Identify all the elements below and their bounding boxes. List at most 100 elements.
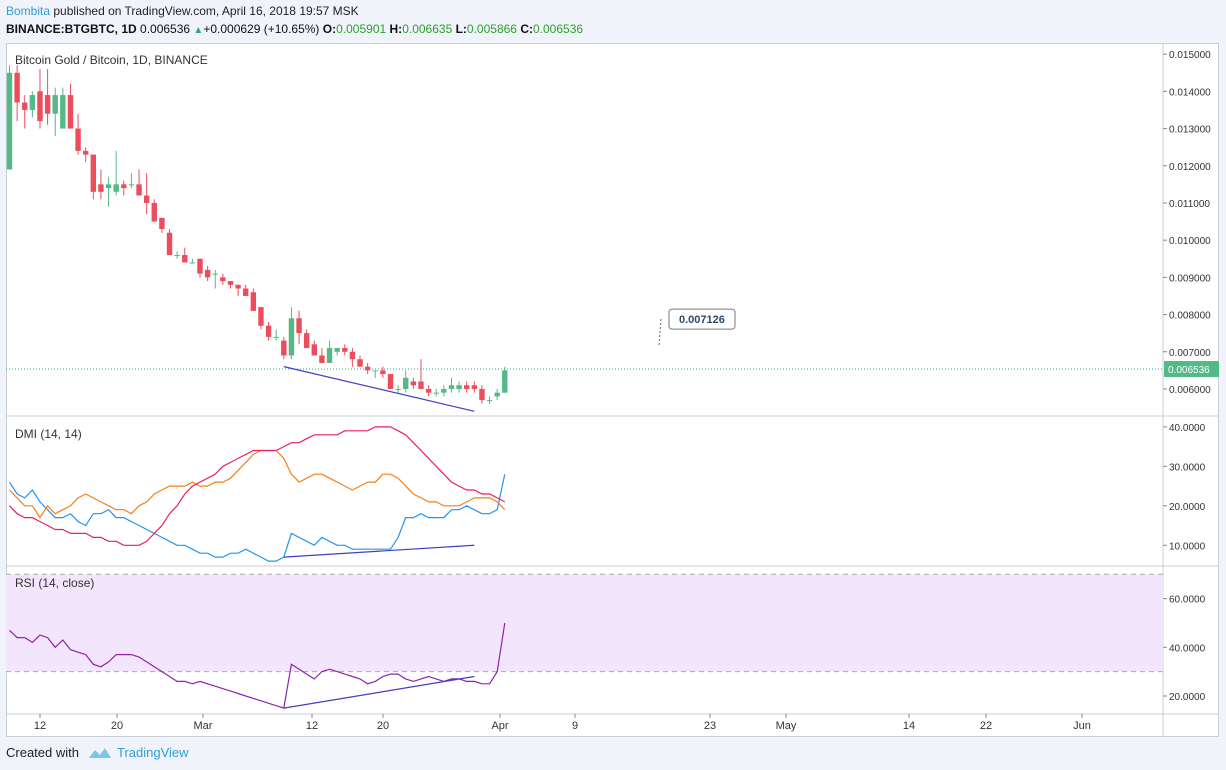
candle-body xyxy=(22,102,28,110)
price-trendline xyxy=(283,366,475,412)
candle-body xyxy=(113,184,119,192)
candle-body xyxy=(464,385,470,389)
dmi-trendline xyxy=(283,544,475,558)
candle-body xyxy=(418,381,424,389)
high-label: H: xyxy=(389,22,403,36)
candle-body xyxy=(136,184,142,196)
candle-body xyxy=(98,184,104,192)
x-tick-label: 12 xyxy=(34,720,46,732)
candle-body xyxy=(227,281,234,285)
candle-body xyxy=(204,269,211,278)
candle-body xyxy=(395,388,401,390)
candle-body xyxy=(273,336,279,338)
dmi-pane: DMI (14, 14) 40.0000 30.0000 20.0000 10.0000 xyxy=(8,423,1206,562)
pane-title: RSI (14, close) xyxy=(15,576,94,590)
candle-body xyxy=(212,273,218,275)
chart-canvas[interactable]: Bitcoin Gold / Bitcoin, 1D, BINANCE 0.015… xyxy=(6,43,1219,737)
candle-body xyxy=(29,95,36,110)
candle-body xyxy=(296,318,302,334)
x-tick-label: 22 xyxy=(980,720,992,732)
y-tick-label: 0.007000 xyxy=(1169,348,1211,359)
open-label: O: xyxy=(322,22,337,36)
candle-body xyxy=(380,370,386,375)
dmi-series-adx xyxy=(9,426,506,546)
close-value: 0.006536 xyxy=(533,22,584,36)
candle-body xyxy=(37,91,43,122)
dmi-series-di xyxy=(9,449,506,519)
candle-body xyxy=(410,381,417,386)
candle-body xyxy=(166,232,173,256)
y-tick-label: 0.009000 xyxy=(1169,273,1211,284)
candle-body xyxy=(364,366,371,371)
candle-body xyxy=(197,258,203,274)
x-tick-label: Jun xyxy=(1073,720,1091,732)
pane-title: Bitcoin Gold / Bitcoin, 1D, BINANCE xyxy=(15,53,208,67)
candle-body xyxy=(433,392,439,394)
low-value: 0.005866 xyxy=(466,22,517,36)
candle-body xyxy=(67,95,74,129)
y-tick-label: 10.0000 xyxy=(1169,541,1206,552)
publish-text: published on TradingView.com, April 16, … xyxy=(53,4,359,18)
x-tick-label: 20 xyxy=(377,720,389,732)
x-tick-label: May xyxy=(776,720,797,732)
y-tick-label: 20.0000 xyxy=(1169,502,1206,513)
x-tick-label: 14 xyxy=(903,720,915,732)
tradingview-brand[interactable]: TradingView xyxy=(87,745,189,760)
x-tick-label: 23 xyxy=(704,720,716,732)
candle-body xyxy=(44,95,51,114)
candle-body xyxy=(128,184,135,186)
candle-body xyxy=(52,95,58,114)
candle-body xyxy=(494,392,500,397)
dmi-series-di xyxy=(8,474,506,562)
y-tick-label: 0.014000 xyxy=(1169,87,1211,98)
rsi-trendline xyxy=(283,675,475,709)
candle-body xyxy=(83,150,89,155)
author-link[interactable]: Bombita xyxy=(6,4,51,18)
candle-body xyxy=(235,284,241,289)
y-tick-label: 30.0000 xyxy=(1169,462,1206,473)
y-tick-label: 60.0000 xyxy=(1169,595,1206,606)
candle-body xyxy=(334,348,340,352)
candle-body xyxy=(151,202,157,222)
candle-body xyxy=(387,374,394,389)
footer: Created with TradingView xyxy=(6,745,189,760)
candle-body xyxy=(349,351,356,360)
rsi-band xyxy=(6,574,1163,672)
candle-body xyxy=(243,288,249,296)
y-tick-label: 0.015000 xyxy=(1169,50,1211,61)
x-tick-label: 9 xyxy=(572,720,578,732)
low-label: L: xyxy=(455,22,467,36)
callout-label: 0.007126 xyxy=(679,314,725,326)
x-tick-label: 12 xyxy=(306,720,318,732)
candle-body xyxy=(502,370,508,393)
candle-body xyxy=(456,385,462,389)
candle-body xyxy=(220,277,226,282)
candle-body xyxy=(425,388,432,393)
created-with: Created with xyxy=(6,745,79,760)
time-axis: 12 20 Mar 12 20 Apr 9 23 May 14 22 Jun xyxy=(34,714,1091,732)
y-tick-label: 40.0000 xyxy=(1169,643,1206,654)
candle-body xyxy=(75,128,81,151)
candle-body xyxy=(121,184,127,189)
candle-body xyxy=(90,154,97,192)
callout-pointer xyxy=(658,319,662,347)
candle-body xyxy=(14,72,20,103)
up-triangle-icon: ▲ xyxy=(193,25,204,36)
price-pane: Bitcoin Gold / Bitcoin, 1D, BINANCE 0.015… xyxy=(6,50,1219,412)
rsi-series xyxy=(9,622,506,709)
candle-body xyxy=(486,400,493,402)
candle-body xyxy=(258,307,264,326)
candle-body xyxy=(6,72,13,170)
candle-body xyxy=(288,318,295,356)
y-tick-label: 0.013000 xyxy=(1169,125,1211,136)
candle-body xyxy=(159,217,165,229)
candle-body xyxy=(265,325,272,337)
candle-body xyxy=(105,184,112,189)
candle-body xyxy=(174,255,180,257)
candle-body xyxy=(448,385,455,389)
candle-body xyxy=(143,195,150,203)
x-tick-label: 20 xyxy=(111,720,123,732)
candle-body xyxy=(372,370,378,372)
pane-title: DMI (14, 14) xyxy=(15,427,82,441)
candle-body xyxy=(441,388,447,393)
